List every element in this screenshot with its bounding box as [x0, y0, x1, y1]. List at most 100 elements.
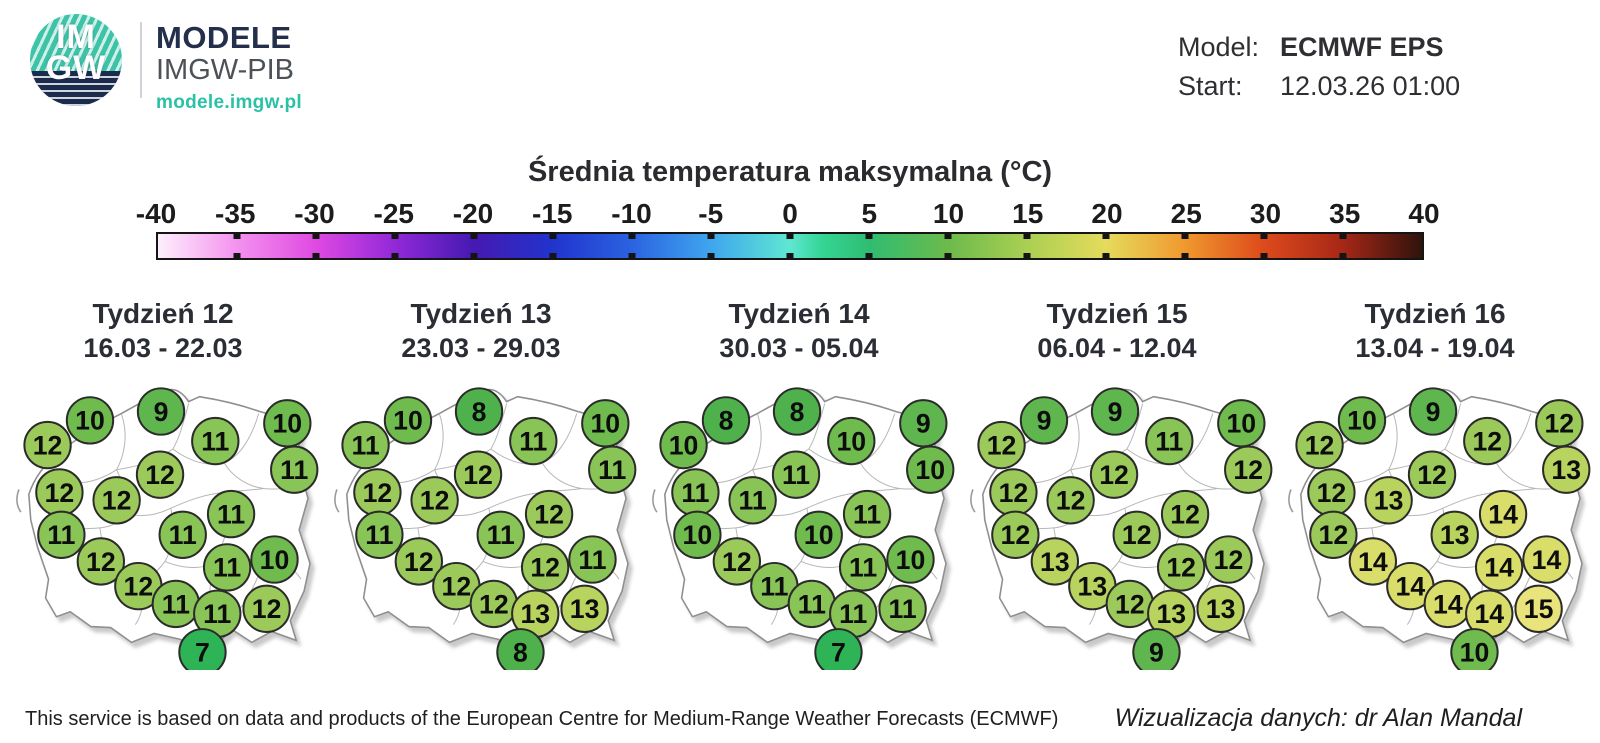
maps-row: Tydzień 12 16.03 - 22.03 10 9 10 12 11 12 11 12…: [4, 298, 1596, 671]
svg-text:11: 11: [47, 520, 75, 550]
temperature-scale: Średnia temperatura maksymalna (°C) -40-…: [136, 156, 1440, 260]
temp-marker: 10: [906, 445, 955, 495]
svg-text:9: 9: [1037, 406, 1052, 436]
temp-marker: 15: [1514, 584, 1563, 634]
colorbar-tick-mark: [233, 253, 241, 258]
svg-text:11: 11: [853, 500, 881, 530]
svg-text:12: 12: [1001, 520, 1031, 550]
week-title: Tydzień 14: [728, 298, 870, 329]
colorbar-tick-mark: [707, 253, 715, 258]
temp-marker: 12: [453, 450, 503, 500]
temp-marker: 13: [1430, 510, 1479, 560]
svg-text:15: 15: [1524, 594, 1554, 624]
colorbar-tick-mark: [1260, 253, 1268, 258]
colorbar-tick-mark: [944, 234, 952, 239]
colorbar-tick-label: -40: [135, 198, 177, 229]
temp-marker: 12: [1535, 399, 1584, 448]
svg-text:11: 11: [201, 427, 229, 457]
svg-text:7: 7: [195, 638, 210, 668]
temp-marker: 14: [1423, 579, 1473, 629]
svg-text:12: 12: [1233, 455, 1263, 485]
svg-text:13: 13: [1040, 547, 1070, 577]
svg-text:13: 13: [1156, 599, 1186, 629]
temp-marker: 12: [712, 537, 762, 586]
temp-marker: 11: [355, 510, 404, 560]
svg-text:11: 11: [162, 590, 190, 620]
temp-marker: 8: [454, 387, 504, 436]
colorbar-tick-mark: [391, 234, 399, 239]
svg-text:11: 11: [280, 455, 308, 485]
temp-marker: 12: [989, 468, 1038, 517]
svg-text:12: 12: [145, 460, 175, 490]
week-title: Tydzień 13: [410, 298, 552, 329]
week-range: 23.03 - 29.03: [401, 333, 561, 364]
temp-marker: 10: [263, 399, 312, 448]
temp-marker: 14: [1522, 535, 1571, 584]
temp-marker: 11: [588, 445, 637, 495]
svg-text:14: 14: [1396, 572, 1426, 602]
temp-marker: 11: [878, 584, 927, 634]
svg-text:10: 10: [804, 520, 834, 550]
svg-text:14: 14: [1474, 599, 1504, 629]
temp-marker: 14: [1348, 537, 1398, 586]
colorbar-tick-label: 25: [1170, 198, 1202, 229]
temp-marker: 10: [581, 399, 630, 448]
svg-text:11: 11: [739, 486, 767, 516]
temp-marker: 11: [206, 490, 256, 539]
temp-marker: 12: [394, 537, 444, 586]
svg-text:13: 13: [1551, 455, 1581, 485]
svg-text:13: 13: [570, 594, 600, 624]
brand-url-link[interactable]: modele.imgw.pl: [156, 92, 303, 114]
temp-marker: 12: [1463, 417, 1512, 466]
colorbar-tick-label: 0: [782, 198, 798, 229]
colorbar-tick-mark: [312, 234, 320, 239]
svg-text:12: 12: [442, 572, 472, 602]
imgw-monogram-bottom: GW: [45, 49, 107, 88]
temp-marker: 11: [151, 579, 200, 629]
visualization-credit: Wizualizacja danych: dr Alan Mandal: [1114, 704, 1522, 732]
temp-marker: 10: [886, 535, 935, 584]
colorbar-tick-mark: [628, 234, 636, 239]
temp-marker: 10: [794, 510, 843, 560]
colorbar-tick-label: 20: [1091, 198, 1123, 229]
temp-marker: 9: [1408, 387, 1458, 436]
colorbar-tick-label: -35: [215, 198, 256, 229]
svg-text:8: 8: [513, 638, 528, 668]
temp-marker: 12: [92, 476, 141, 525]
svg-text:9: 9: [1108, 397, 1123, 427]
temp-marker: 11: [341, 421, 390, 470]
temp-marker: 13: [1542, 445, 1591, 495]
svg-text:11: 11: [798, 590, 826, 620]
temp-marker: 11: [37, 510, 86, 560]
temp-marker: 12: [520, 543, 570, 592]
colorbar-tick-mark: [470, 234, 478, 239]
colorbar-tick-mark: [1260, 234, 1268, 239]
temp-marker: 13: [1364, 476, 1413, 525]
colorbar-tick-mark: [1181, 253, 1189, 258]
svg-text:12: 12: [1319, 520, 1349, 550]
temp-marker: 11: [509, 417, 558, 466]
svg-text:14: 14: [1358, 547, 1388, 577]
temp-marker: 12: [432, 562, 481, 611]
svg-text:10: 10: [591, 409, 621, 439]
svg-text:11: 11: [169, 520, 197, 550]
svg-text:12: 12: [45, 478, 75, 508]
colorbar-tick-labels: -40 -35 -30 -25 -20 -15 -10 -5 0 5 10 15 20 25 30 35 40: [136, 198, 1440, 230]
poland-map-svg: 10 9 10 12 11 12 11 12 12 11 11 11 10 12 11 12 11 11 12 7: [16, 387, 319, 671]
week-title: Tydzień 16: [1364, 298, 1506, 329]
svg-text:11: 11: [203, 599, 231, 629]
temp-marker: 11: [838, 543, 888, 592]
svg-text:10: 10: [669, 431, 699, 461]
svg-text:13: 13: [1374, 486, 1404, 516]
temp-marker: 11: [476, 510, 525, 560]
svg-text:10: 10: [683, 520, 713, 550]
svg-text:10: 10: [1227, 409, 1257, 439]
temp-marker: 14: [1386, 562, 1435, 611]
svg-text:13: 13: [1206, 594, 1236, 624]
model-value: ECMWF EPS: [1280, 32, 1444, 62]
svg-text:12: 12: [987, 431, 1017, 461]
week-range: 16.03 - 22.03: [83, 333, 243, 364]
temp-marker: 12: [76, 537, 126, 586]
